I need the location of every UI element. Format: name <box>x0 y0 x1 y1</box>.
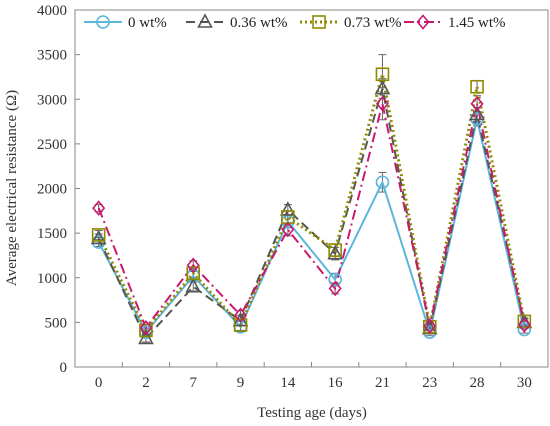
legend-marker <box>197 13 213 28</box>
data-point <box>280 201 296 216</box>
y-tick-label: 2500 <box>37 137 67 153</box>
x-tick-label: 21 <box>375 375 390 391</box>
x-tick-label: 30 <box>517 375 532 391</box>
legend-marker <box>312 15 326 29</box>
legend-marker <box>416 14 430 30</box>
x-tick-label: 16 <box>328 375 344 391</box>
plot-frame <box>74 9 549 368</box>
data-point <box>469 105 485 121</box>
data-point <box>328 272 342 287</box>
legend-marker <box>96 15 110 29</box>
data-point <box>423 318 437 334</box>
series-markers <box>90 67 533 345</box>
series-line-2 <box>97 73 526 334</box>
series-lines <box>97 73 526 341</box>
data-point <box>90 229 107 245</box>
data-point <box>470 95 484 112</box>
data-point <box>139 323 153 338</box>
y-tick-label: 500 <box>45 315 68 331</box>
x-tick-label: 28 <box>470 375 485 391</box>
x-tick-label: 0 <box>95 375 103 391</box>
series-line-1 <box>97 88 526 341</box>
y-tick-label: 2000 <box>37 182 67 198</box>
data-point <box>328 243 342 257</box>
legend-background <box>76 11 547 37</box>
data-point <box>327 244 343 260</box>
x-tick-label: 7 <box>190 375 198 391</box>
legend-label: 0.36 wt% <box>230 15 288 31</box>
y-tick-label: 0 <box>60 360 68 376</box>
data-point <box>328 280 342 297</box>
data-point <box>375 95 389 112</box>
data-point <box>233 318 248 332</box>
data-point <box>139 319 153 336</box>
legend: 0 wt% 0.36 wt% 0.73 wt% 1.45 wt% <box>76 11 547 37</box>
data-point <box>375 175 390 190</box>
x-tick-label: 2 <box>142 375 150 391</box>
x-axis-title: Testing age (days) <box>257 405 367 421</box>
x-tick-label: 14 <box>280 375 296 391</box>
legend-label: 1.45 wt% <box>448 15 506 31</box>
error-bars <box>94 54 529 343</box>
y-tick-label: 4000 <box>37 3 67 19</box>
data-point <box>281 221 295 238</box>
y-tick-label: 3500 <box>37 48 67 64</box>
data-point <box>138 329 154 345</box>
legend-label: 0.73 wt% <box>344 15 402 31</box>
axes: 0 500 1000 1500 2000 2500 3000 3500 4000 0 2 7 9 14 16… <box>37 3 549 391</box>
y-axis-title: Average electrical resistance (Ω) <box>4 90 20 286</box>
y-tick-label: 3000 <box>37 92 67 108</box>
data-point <box>186 257 200 273</box>
y-tick-label: 1500 <box>37 226 67 242</box>
x-tick-label: 9 <box>237 375 245 391</box>
data-point <box>374 79 391 95</box>
data-point <box>234 307 248 323</box>
data-point <box>470 79 484 94</box>
data-point <box>517 322 532 337</box>
data-point <box>91 228 106 242</box>
data-point <box>375 67 390 82</box>
y-tick-label: 1000 <box>37 271 67 287</box>
data-point <box>517 314 532 329</box>
legend-label: 0 wt% <box>128 15 167 31</box>
data-point <box>186 266 201 281</box>
data-point <box>185 277 202 293</box>
series-line-3 <box>97 103 526 330</box>
x-tick-label: 23 <box>422 375 437 391</box>
series-line-0 <box>97 118 526 337</box>
data-point <box>517 317 531 333</box>
data-point <box>92 200 106 216</box>
